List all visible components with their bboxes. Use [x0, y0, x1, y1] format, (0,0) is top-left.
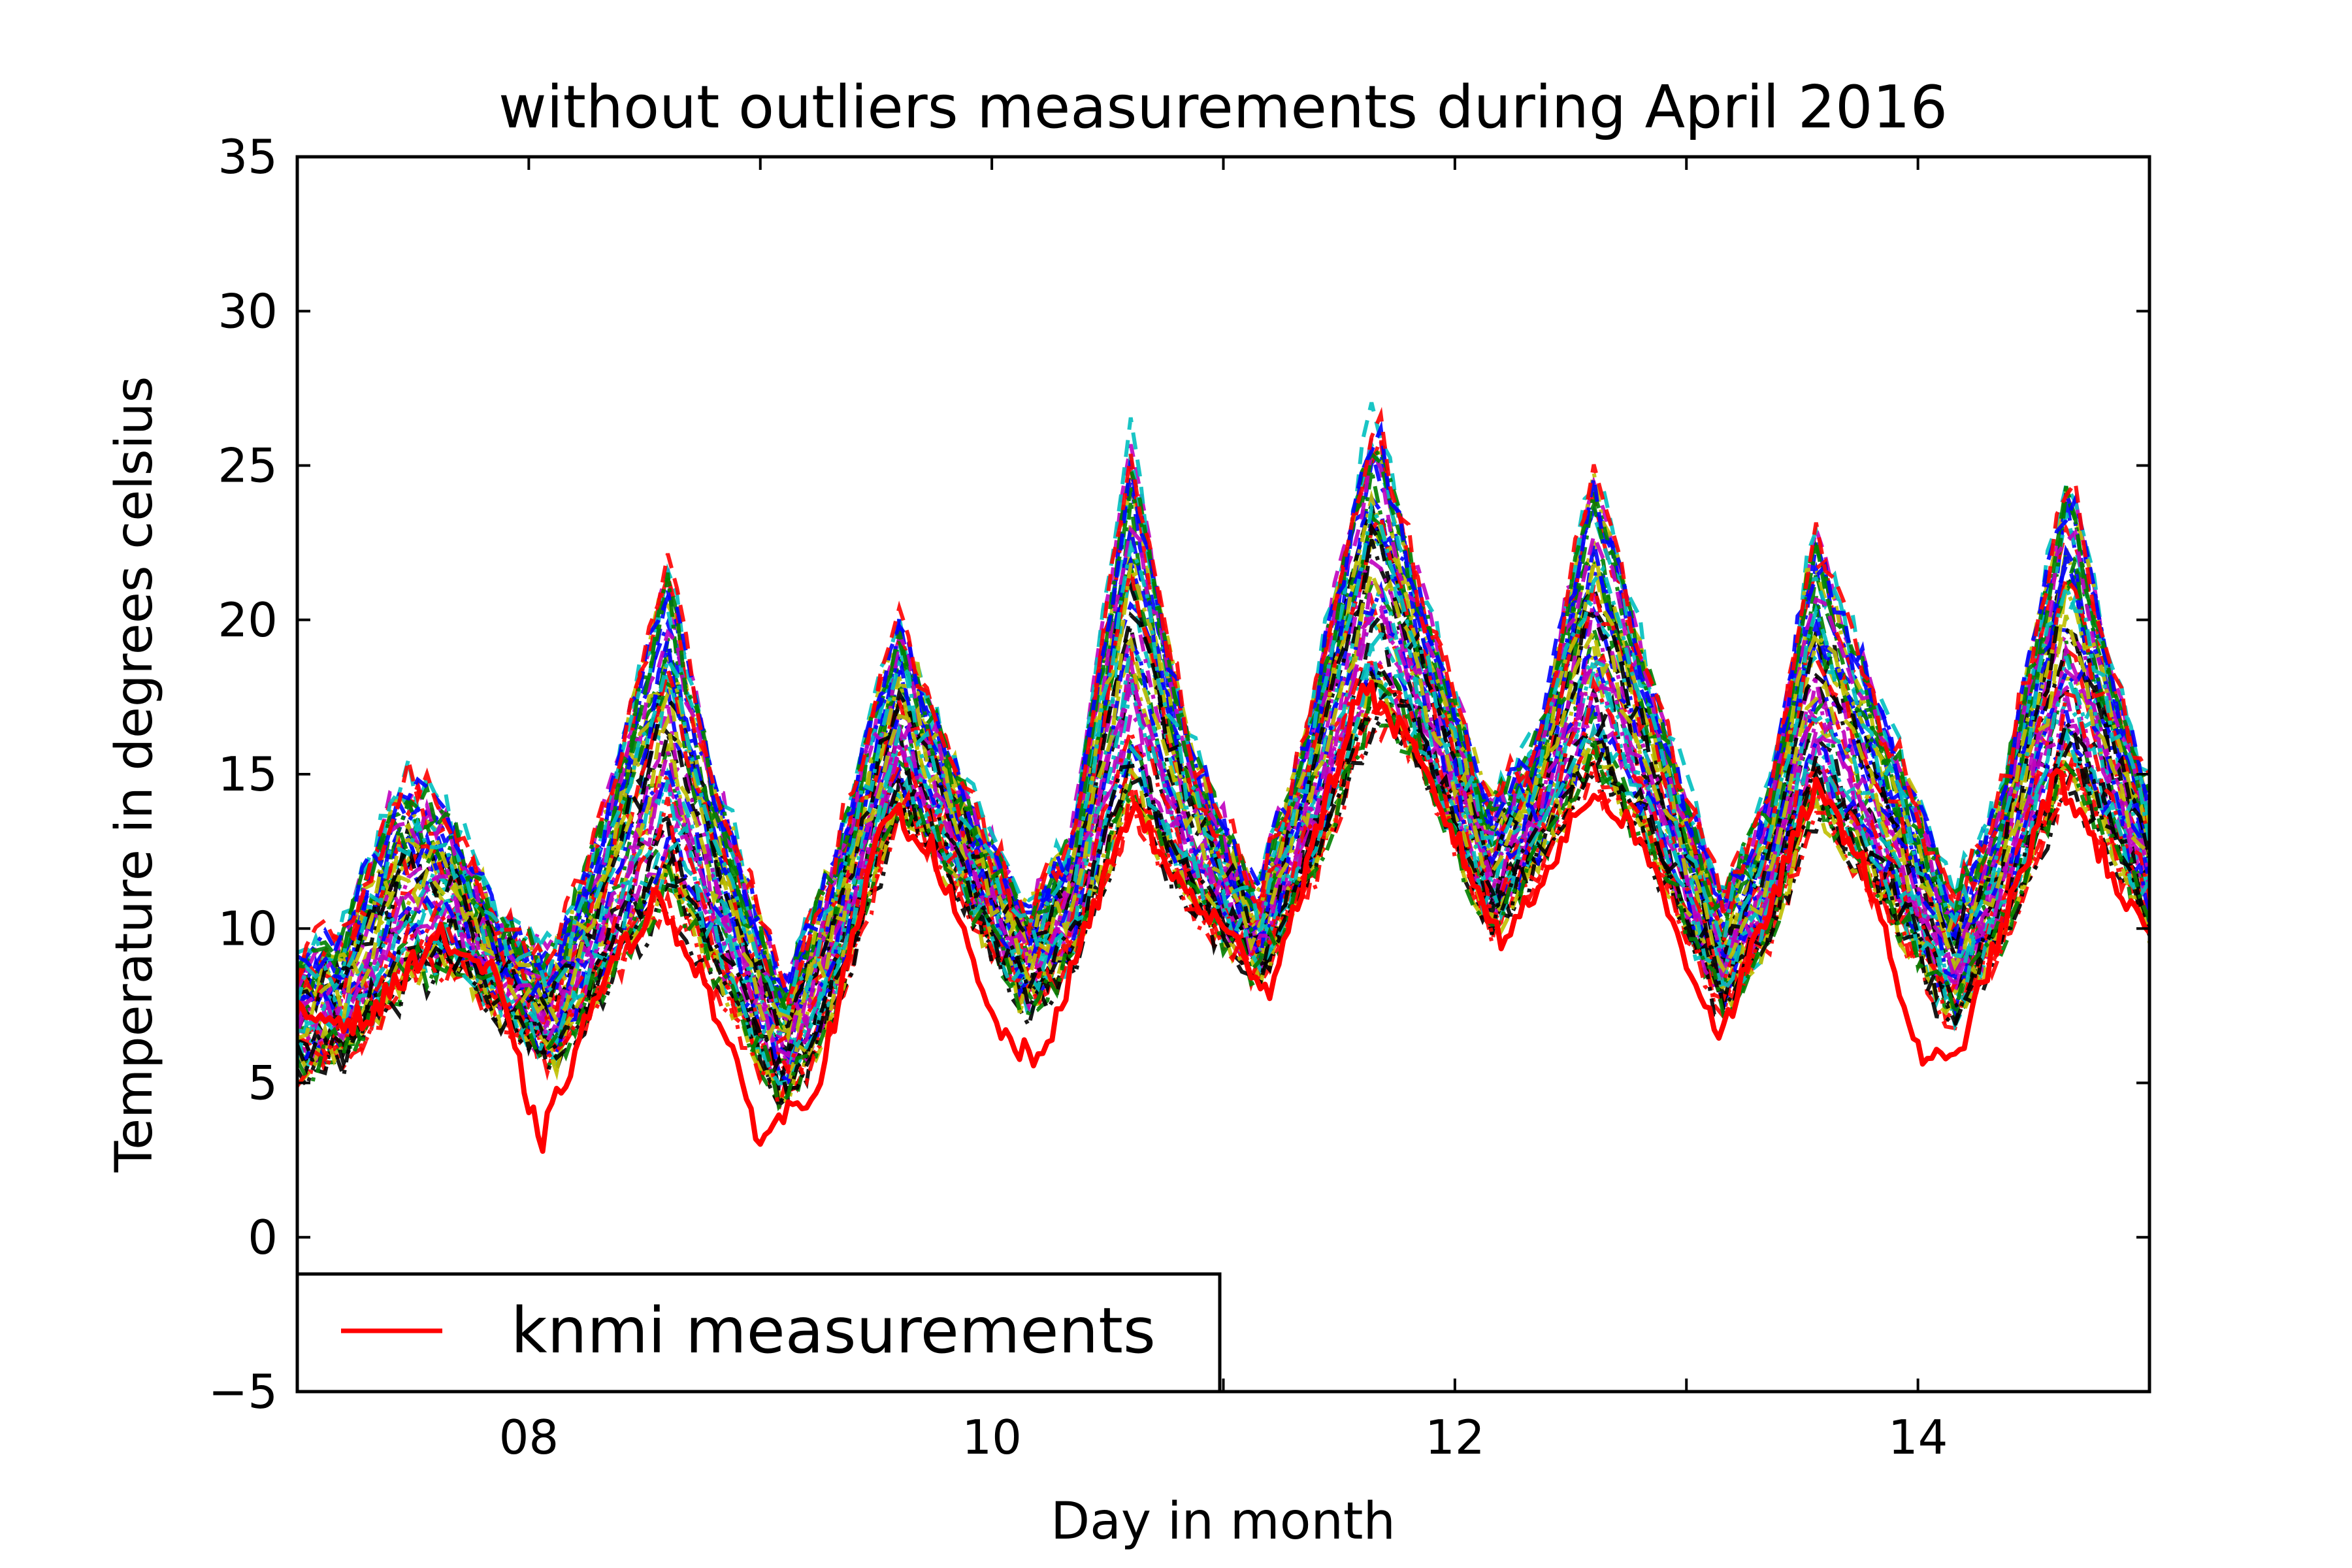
y-tick-label: 20 [218, 593, 278, 647]
station-series-line [297, 451, 2149, 1017]
station-series-line [297, 420, 2149, 998]
y-tick-label: 25 [218, 438, 278, 493]
y-tick-label: −5 [208, 1364, 278, 1419]
station-series-line [297, 559, 2149, 1043]
y-tick-label: 0 [248, 1210, 278, 1265]
station-series-line [297, 444, 2149, 1023]
station-series-line [297, 662, 2149, 1106]
y-tick-label: 15 [218, 747, 278, 802]
station-series-line [297, 501, 2149, 1016]
station-series-line [297, 643, 2149, 1086]
x-tick-label: 12 [1425, 1410, 1485, 1465]
legend-label-knmi: knmi measurements [511, 1294, 1156, 1367]
y-tick-label: 10 [218, 901, 278, 956]
tick-layer: 08 10 12 14 −5 0 5 10 15 20 25 30 35 [208, 129, 2151, 1465]
station-series-line [297, 469, 2149, 1020]
legend-box [295, 1272, 1222, 1394]
chart-title: without outliers measurements during Apr… [498, 73, 1948, 142]
legend: knmi measurements [295, 1272, 1222, 1394]
x-tick-label: 10 [962, 1410, 1022, 1465]
station-series-line [297, 513, 2149, 1021]
station-series-line [297, 522, 2149, 1041]
x-axis-label: Day in month [1051, 1492, 1396, 1551]
y-tick-label: 5 [248, 1056, 278, 1111]
knmi-series-line [297, 679, 2149, 1154]
station-series-line [297, 512, 2149, 1045]
x-tick-label: 14 [1888, 1410, 1948, 1465]
y-tick-label: 35 [218, 129, 278, 184]
station-series-line [297, 604, 2149, 1066]
x-tick-label: 08 [499, 1410, 559, 1465]
y-axis-label: Temperature in degrees celsius [105, 376, 164, 1173]
station-series-line [297, 406, 2149, 1006]
station-series-line [297, 632, 2149, 1086]
station-series-line [297, 534, 2149, 1028]
series-layer [297, 402, 2149, 1154]
station-series-line [297, 518, 2149, 1029]
y-tick-label: 30 [218, 284, 278, 338]
